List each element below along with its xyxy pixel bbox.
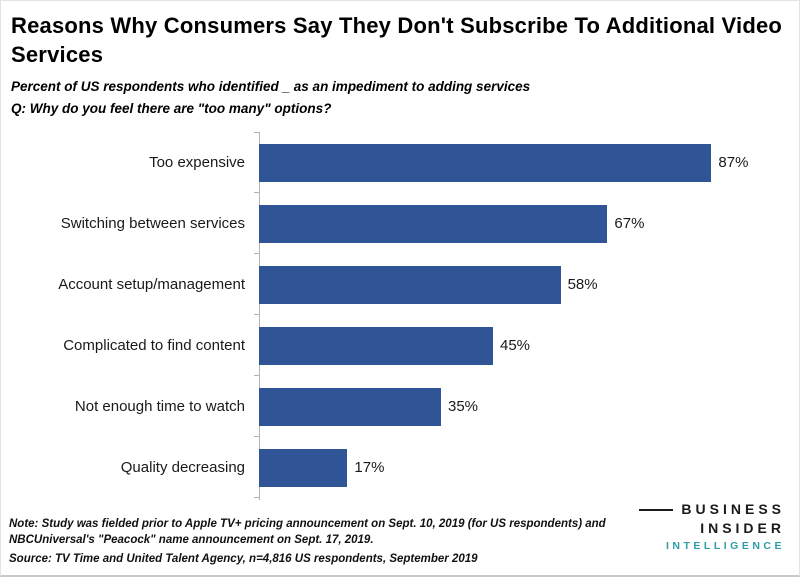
- category-label: Quality decreasing: [120, 459, 245, 477]
- business-insider-intelligence-logo: BUSINESS INSIDER INTELLIGENCE: [639, 500, 785, 555]
- bar-track: 45%: [259, 326, 779, 365]
- category-label: Too expensive: [149, 154, 245, 172]
- value-label: 17%: [354, 459, 385, 477]
- value-label: 87%: [718, 154, 749, 172]
- logo-word-insider: INSIDER: [700, 520, 785, 537]
- category-label: Switching between services: [60, 215, 245, 233]
- value-label: 45%: [500, 337, 531, 355]
- bar-track: 35%: [259, 387, 779, 426]
- bar-track: 87%: [259, 143, 779, 182]
- bar-rows: Too expensive 87% Switching between servic…: [1, 132, 799, 500]
- bar: [259, 387, 441, 426]
- value-label: 58%: [567, 276, 598, 294]
- bar-row: Not enough time to watch 35%: [1, 376, 799, 438]
- value-label: 67%: [614, 215, 645, 233]
- chart-subtitle: Percent of US respondents who identified…: [11, 79, 531, 95]
- category-label: Not enough time to watch: [74, 398, 245, 416]
- bar-track: 58%: [259, 265, 779, 304]
- bar-track: 17%: [259, 448, 779, 487]
- bar-row: Complicated to find content 45%: [1, 315, 799, 377]
- bar: [259, 204, 608, 243]
- chart-title: Reasons Why Consumers Say They Don't Sub…: [11, 13, 783, 68]
- bar-row: Too expensive 87%: [1, 132, 799, 194]
- logo-rule-icon: [639, 508, 674, 511]
- bar-track: 67%: [259, 204, 779, 243]
- source-text: Source: TV Time and United Talent Agency…: [9, 553, 478, 565]
- bar: [259, 326, 493, 365]
- bar-row: Account setup/management 58%: [1, 254, 799, 316]
- bar: [259, 448, 348, 487]
- bar: [259, 265, 561, 304]
- category-label: Account setup/management: [58, 276, 245, 294]
- category-label: Complicated to find content: [63, 337, 245, 355]
- bar-row: Switching between services 67%: [1, 193, 799, 255]
- value-label: 35%: [448, 398, 479, 416]
- logo-row-business: BUSINESS: [639, 500, 785, 519]
- chart-header: Reasons Why Consumers Say They Don't Sub…: [1, 1, 799, 118]
- logo-word-business: BUSINESS: [681, 501, 785, 518]
- bar-row: Quality decreasing 17%: [1, 437, 799, 499]
- bar: [259, 143, 712, 182]
- bar-chart: Too expensive 87% Switching between servic…: [1, 132, 799, 501]
- y-axis-line: [259, 132, 260, 501]
- chart-footer: Note: Study was fielded prior to Apple T…: [9, 516, 649, 565]
- chart-question: Q: Why do you feel there are "too many" …: [11, 100, 332, 116]
- note-text: Note: Study was fielded prior to Apple T…: [9, 517, 606, 546]
- logo-word-intelligence: INTELLIGENCE: [665, 540, 785, 553]
